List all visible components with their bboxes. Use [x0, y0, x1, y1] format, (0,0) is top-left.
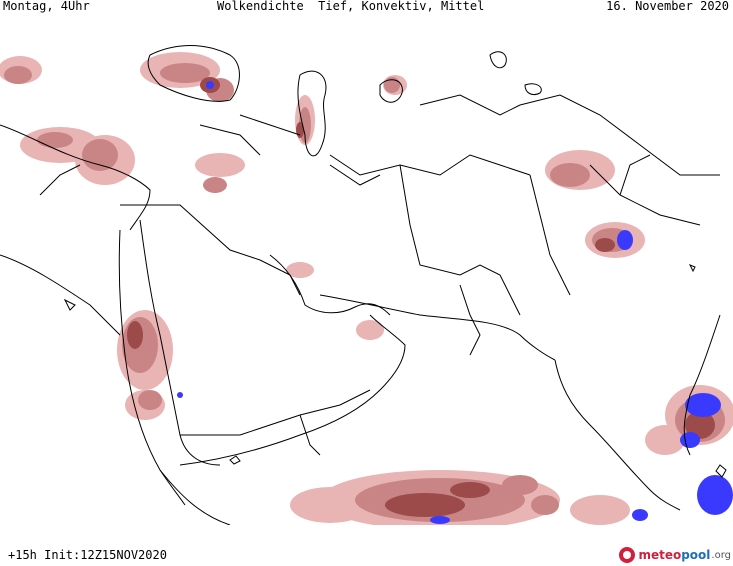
model-run-label: +15h Init:12Z15NOV2020 [8, 548, 167, 562]
weather-map [0, 45, 733, 525]
logo-text-domain: .org [711, 549, 731, 561]
forecast-date-label: 16. November 2020 [606, 0, 729, 13]
logo-text-meteo: meteo [638, 548, 682, 562]
cloud-layer-mid [4, 63, 725, 522]
meteopool-logo-icon [619, 547, 636, 563]
cloud-layer-peak [177, 81, 733, 524]
cloud-layer-dark [127, 77, 715, 517]
forecast-time-label: Montag, 4Uhr [3, 0, 90, 13]
logo-text-pool: pool [681, 548, 711, 562]
cloud-layer-light [0, 52, 733, 525]
coastlines-borders [0, 45, 727, 525]
map-title: Wolkendichte Tief, Konvektiv, Mittel [217, 0, 485, 13]
meteopool-logo[interactable]: meteo pool .org [619, 544, 731, 566]
